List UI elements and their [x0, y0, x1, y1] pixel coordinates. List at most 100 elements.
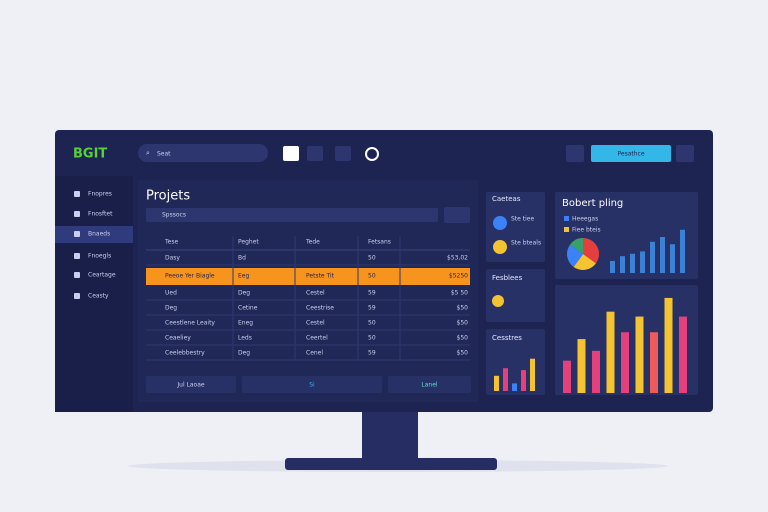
table-cell: $50	[457, 350, 469, 357]
table-cell: 59	[368, 350, 376, 357]
table-cell: Deg	[165, 305, 177, 312]
row-highlight[interactable]	[146, 268, 470, 285]
sidebar-icon	[74, 253, 80, 259]
table-cell: $5 50	[451, 290, 468, 297]
sidebar-item[interactable]: Fnosftet	[88, 211, 113, 218]
bar	[664, 297, 673, 393]
bar	[650, 332, 658, 393]
table-button-label: Si	[309, 382, 315, 389]
table-button[interactable]	[242, 376, 382, 393]
table-cell: $5250	[449, 273, 468, 280]
bar	[494, 375, 499, 391]
projects-search[interactable]	[146, 208, 438, 222]
table-cell: $53,02	[447, 255, 468, 262]
table-cell: 50	[368, 335, 376, 342]
table-cell: 50	[368, 320, 376, 327]
table-cell: Eneg	[238, 320, 253, 327]
sidebar-item[interactable]: Fnopres	[88, 191, 112, 198]
table-button-label: Lanel	[421, 382, 438, 389]
search-box[interactable]	[138, 144, 268, 162]
table-cell: Deg	[238, 290, 250, 297]
category-item: Ste tiee	[511, 216, 534, 223]
bar	[521, 370, 526, 391]
table-cell: 50	[368, 273, 376, 280]
table-cell: Eeg	[238, 273, 249, 280]
table-cell: Bd	[238, 255, 246, 262]
bar	[592, 350, 600, 393]
bar	[680, 229, 685, 273]
table-cell: Dasy	[165, 255, 180, 262]
table-cell: $50	[457, 305, 469, 312]
projects-title: Projets	[146, 189, 190, 204]
category-icon	[493, 216, 507, 230]
table-cell: 59	[368, 305, 376, 312]
table-cell: Ued	[165, 290, 177, 297]
sidebar-icon	[74, 191, 80, 197]
projects-search-text: Spssocs	[162, 212, 186, 219]
sidebar-item[interactable]: Bnaeds	[88, 231, 110, 238]
monitor-neck	[362, 410, 418, 460]
filter-button[interactable]	[444, 207, 470, 223]
table-cell: Petste Tit	[306, 273, 335, 280]
sidebar-item[interactable]: Ceartage	[88, 272, 116, 279]
sidebar-icon	[74, 211, 80, 217]
table-cell: Cetine	[238, 305, 258, 312]
table-cell: Cestel	[306, 290, 325, 297]
home-button[interactable]	[283, 146, 299, 161]
table-cell: 59	[368, 290, 376, 297]
features-title: Fesblees	[492, 274, 523, 282]
search-icon: ⌕	[146, 149, 150, 157]
legend-label: Fiee bteis	[572, 227, 601, 234]
settings-button[interactable]	[365, 147, 379, 161]
bar	[606, 311, 615, 393]
bar	[635, 316, 644, 393]
features-card	[486, 269, 545, 322]
category-icon	[493, 240, 507, 254]
pie-slice	[583, 238, 600, 264]
bar	[620, 256, 625, 273]
table-button[interactable]	[388, 376, 471, 393]
legend-label: Heeegas	[572, 216, 598, 223]
bar	[621, 332, 629, 393]
primary-button-label: Pesathce	[617, 151, 644, 158]
tool-button[interactable]	[566, 145, 584, 162]
moon-button[interactable]	[307, 146, 323, 161]
sidebar-active	[55, 226, 133, 243]
sidebar-item[interactable]: Fnoegls	[88, 253, 111, 260]
category-item: Ste bteals	[511, 240, 541, 247]
bar	[512, 383, 517, 391]
categories-title: Caeteas	[492, 195, 521, 203]
bar	[630, 253, 635, 273]
features-icon	[492, 295, 504, 307]
logo: BGIT	[73, 147, 107, 162]
bar	[577, 339, 586, 393]
primary-button[interactable]	[591, 145, 671, 162]
column-header: Tede	[305, 239, 320, 246]
edit-button[interactable]	[335, 146, 351, 161]
table-cell: Ceestlene Leaity	[165, 320, 215, 327]
bar	[679, 316, 687, 393]
search-placeholder: Seat	[157, 151, 171, 158]
bar	[503, 368, 508, 391]
sidebar-icon	[74, 293, 80, 299]
expand-button[interactable]	[676, 145, 694, 162]
legend-swatch	[564, 216, 569, 221]
bar	[640, 251, 645, 273]
pie-slice	[570, 238, 583, 254]
legend-swatch	[564, 227, 569, 232]
sidebar-icon	[74, 272, 80, 278]
sidebar-icon	[74, 231, 80, 237]
table-cell: Ceertel	[306, 335, 328, 342]
table-cell: Ceestrise	[306, 305, 334, 312]
table-button[interactable]	[146, 376, 236, 393]
pie-slice	[573, 254, 596, 270]
table-cell: Leds	[238, 335, 252, 342]
sidebar	[55, 176, 133, 412]
table-cell: Ceaeliey	[165, 335, 191, 342]
bar	[650, 241, 655, 273]
bar	[660, 237, 665, 273]
bar	[530, 358, 535, 391]
sidebar-item[interactable]: Ceasty	[88, 293, 109, 300]
table-cell: Cenel	[306, 350, 323, 357]
